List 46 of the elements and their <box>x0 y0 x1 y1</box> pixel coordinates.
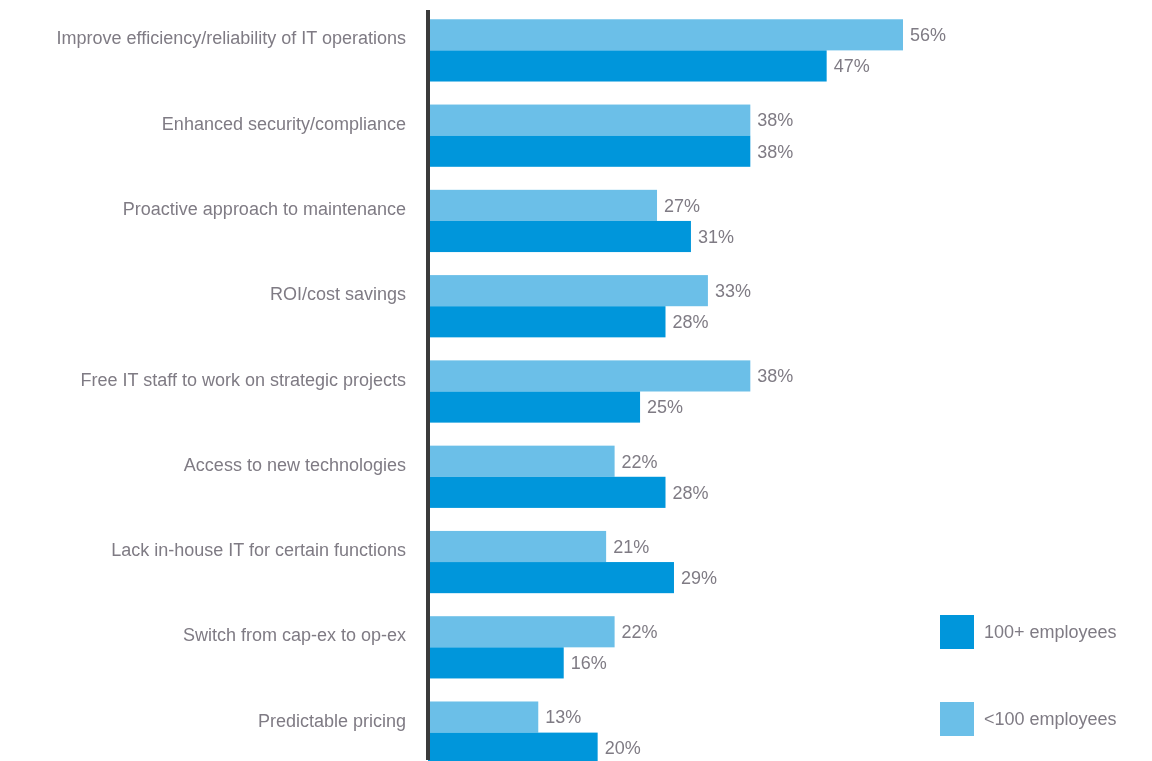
y-tick-label: Improve efficiency/reliability of IT operations <box>56 28 406 49</box>
legend-label: 100+ employees <box>984 622 1117 643</box>
data-label: 38% <box>757 141 794 162</box>
y-tick-label: Enhanced security/compliance <box>161 113 406 134</box>
data-label: 47% <box>833 56 870 77</box>
bar <box>428 647 564 679</box>
bar <box>428 306 666 338</box>
data-label: 22% <box>621 451 658 472</box>
data-label: 38% <box>757 366 794 387</box>
data-label: 29% <box>680 567 718 588</box>
data-label: 27% <box>664 195 701 216</box>
data-label: 28% <box>672 312 709 333</box>
y-tick-label: Proactive approach to maintenance <box>122 198 406 219</box>
bar <box>428 50 827 82</box>
bar <box>428 104 751 136</box>
data-label: 21% <box>613 536 650 557</box>
bar <box>428 275 708 307</box>
y-tick-label: ROI/cost savings <box>269 284 406 305</box>
data-label: 20% <box>604 738 641 759</box>
bar <box>428 189 658 221</box>
y-tick-label: Free IT staff to work on strategic projects <box>80 369 406 390</box>
legend-label: <100 employees <box>984 709 1117 730</box>
data-label: 13% <box>545 707 582 728</box>
bar <box>428 445 615 477</box>
data-label: 31% <box>697 226 734 247</box>
bar <box>428 19 903 51</box>
bar <box>428 616 615 648</box>
data-label: 56% <box>910 25 947 46</box>
data-label: 38% <box>757 110 794 131</box>
bar <box>428 701 539 733</box>
y-tick-label: Lack in-house IT for certain functions <box>111 540 406 561</box>
bar <box>428 391 641 423</box>
data-label: 22% <box>621 622 658 643</box>
data-label: 28% <box>672 482 709 503</box>
data-label: 16% <box>570 653 607 674</box>
y-tick-label: Access to new technologies <box>183 454 406 475</box>
y-tick-label: Predictable pricing <box>257 710 406 731</box>
bar <box>428 530 607 563</box>
bar <box>428 562 674 594</box>
bar <box>428 476 666 508</box>
data-label: 33% <box>714 280 751 301</box>
data-label: 25% <box>647 397 684 418</box>
y-tick-label: Switch from cap-ex to op-ex <box>182 625 406 646</box>
bar <box>428 220 691 253</box>
bar <box>428 135 751 167</box>
bar <box>428 360 751 392</box>
